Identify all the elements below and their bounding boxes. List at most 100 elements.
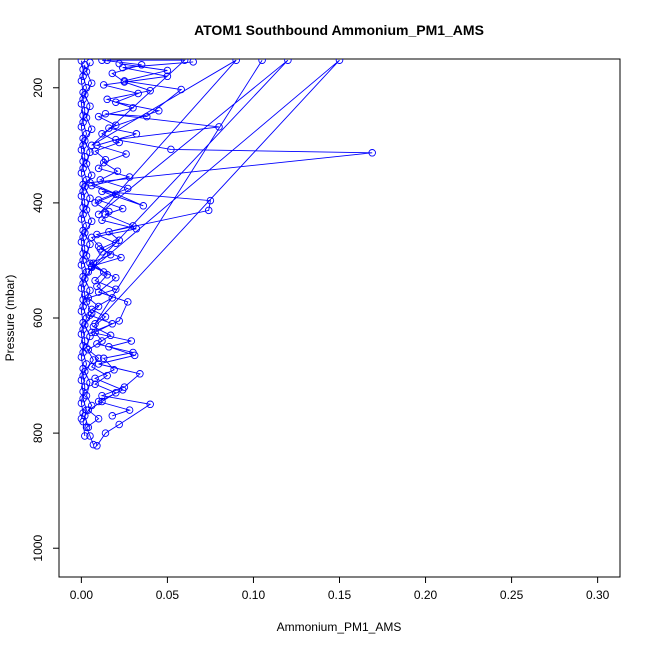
data-point [112,285,120,293]
data-point [368,149,376,157]
data-point [93,282,101,291]
x-axis: 0.00 0.05 0.10 0.15 0.20 0.25 0.30 [70,577,610,602]
data-point [127,337,136,345]
data-point [106,331,115,340]
x-tick-label: 0.25 [500,588,524,602]
data-point [136,370,144,378]
data-point [93,340,101,348]
data-point [86,332,94,341]
data-point [87,309,96,318]
data-point [101,109,110,118]
data-point [91,276,99,285]
y-axis-label: Pressure (mbar) [3,275,17,362]
data-point [81,383,89,391]
data-point [81,183,89,191]
data-point [77,399,86,407]
data-point [81,432,89,440]
data-point [81,199,89,207]
data-point [77,59,86,65]
data-point [77,238,86,246]
data-point [103,271,111,279]
series-1 [86,59,376,450]
data-point [115,317,123,325]
data-point [122,150,130,158]
data-point [129,348,137,357]
data-point [134,89,142,98]
data-point [98,187,106,196]
data-point [79,157,87,166]
data-point [98,59,106,64]
data-point [86,102,94,110]
data-point [105,124,113,132]
data-point [204,206,213,215]
data-point [89,440,98,449]
data-point [112,121,120,129]
x-tick-label: 0.20 [414,588,438,602]
data-point [77,77,86,85]
data-point [79,226,87,235]
data-point [180,59,189,64]
data-point [84,423,93,432]
data-point [87,401,96,410]
data-point [98,248,106,256]
data-point [94,414,103,423]
y-tick-label: 800 [31,423,45,443]
data-point [79,318,87,327]
data-point [113,167,122,175]
data-point [167,145,175,154]
data-point [120,77,129,85]
data-point [129,222,137,230]
chart-title: ATOM1 Southbound Ammonium_PM1_AMS [194,22,484,38]
data-point [89,356,98,364]
data-point [77,146,86,154]
data-point [137,61,146,69]
data-point [87,141,96,150]
data-point [79,341,87,350]
data-point [86,194,94,203]
data-point [103,95,111,104]
data-point [86,286,94,295]
x-tick-label: 0.15 [328,588,352,602]
data-point [93,230,101,239]
series-layer [77,59,376,450]
data-point [79,409,87,417]
data-point [110,366,118,374]
data-point [93,442,101,450]
data-point [81,107,89,115]
series-4 [77,59,87,423]
data-point [79,203,87,212]
x-tick-label: 0.05 [156,588,180,602]
data-point [79,387,87,396]
data-point [163,72,172,81]
data-point [117,253,125,262]
data-point [86,432,94,440]
x-tick-label: 0.10 [242,588,266,602]
data-point [77,169,86,177]
data-point [112,389,120,397]
data-point [87,79,96,87]
data-point [98,216,106,224]
data-point [124,298,132,306]
data-point [112,135,120,144]
data-point [146,400,154,409]
data-point [82,423,91,432]
data-point [87,125,96,133]
x-tick-label: 0.00 [70,588,94,602]
y-tick-label: 600 [31,308,45,328]
data-point [108,294,117,302]
data-point [81,136,89,145]
data-point [132,130,141,138]
data-point [86,378,94,387]
data-point [94,164,103,173]
data-point [108,412,117,420]
data-point [108,69,117,78]
series-line [90,61,194,417]
data-point [112,273,120,282]
y-tick-label: 400 [31,193,45,213]
data-point [77,353,86,361]
data-point [81,321,89,329]
data-point [206,196,215,205]
data-point [94,397,103,406]
data-point [125,406,134,414]
data-point [146,86,154,95]
